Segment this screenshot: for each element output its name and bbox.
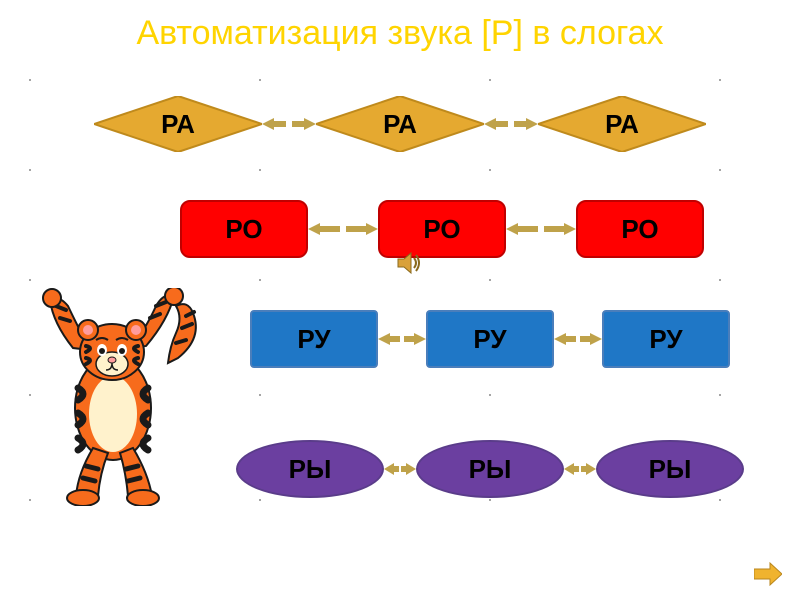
- bi-arrow-icon: [384, 462, 416, 476]
- diamond-ra-2: РА: [316, 96, 484, 152]
- rect-label: РУ: [297, 324, 330, 355]
- bi-arrow-icon: [564, 462, 596, 476]
- ellipse-ry-2: РЫ: [416, 440, 564, 498]
- rect-label: РО: [423, 214, 460, 245]
- ellipse-label: РЫ: [289, 454, 332, 485]
- diamond-label: РА: [605, 109, 639, 140]
- diamond-label: РА: [161, 109, 195, 140]
- bi-arrow-icon: [554, 332, 602, 346]
- bi-arrow-icon: [308, 222, 378, 236]
- next-arrow-icon[interactable]: [754, 562, 782, 586]
- rect-label: РО: [621, 214, 658, 245]
- ellipse-label: РЫ: [649, 454, 692, 485]
- speaker-icon[interactable]: [396, 250, 422, 276]
- rect-label: РО: [225, 214, 262, 245]
- tiger-image: [28, 288, 206, 506]
- diamond-label: РА: [383, 109, 417, 140]
- row-ra: РА РА РА: [0, 96, 800, 152]
- diamond-ra-3: РА: [538, 96, 706, 152]
- rect-ru-2: РУ: [426, 310, 554, 368]
- rect-ru-1: РУ: [250, 310, 378, 368]
- ellipse-ry-1: РЫ: [236, 440, 384, 498]
- ellipse-ry-3: РЫ: [596, 440, 744, 498]
- rect-label: РУ: [473, 324, 506, 355]
- diamond-ra-1: РА: [94, 96, 262, 152]
- rect-ro-1: РО: [180, 200, 308, 258]
- bi-arrow-icon: [378, 332, 426, 346]
- bi-arrow-icon: [262, 117, 316, 131]
- page-title: Автоматизация звука [Р] в слогах: [0, 0, 800, 53]
- bi-arrow-icon: [506, 222, 576, 236]
- rect-ro-3: РО: [576, 200, 704, 258]
- ellipse-label: РЫ: [469, 454, 512, 485]
- bi-arrow-icon: [484, 117, 538, 131]
- rect-ru-3: РУ: [602, 310, 730, 368]
- rect-label: РУ: [649, 324, 682, 355]
